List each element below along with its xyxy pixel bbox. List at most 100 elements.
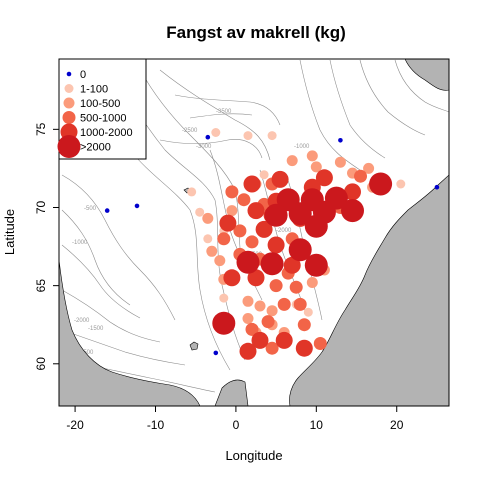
catch-point xyxy=(214,255,226,267)
catch-point xyxy=(104,208,110,213)
x-tick-label: -10 xyxy=(147,418,165,432)
catch-point xyxy=(344,183,361,201)
legend-symbol xyxy=(64,84,74,93)
catch-point xyxy=(369,172,393,196)
catch-point xyxy=(434,184,440,190)
y-tick-label: 60 xyxy=(34,357,48,371)
contour-label: -3500 xyxy=(216,109,232,115)
catch-point xyxy=(242,295,254,307)
contour-label: -1000 xyxy=(72,240,88,246)
iceland-landmass xyxy=(59,259,201,406)
catch-point xyxy=(267,131,277,141)
legend-label: 0 xyxy=(80,69,86,81)
catch-point xyxy=(297,318,311,332)
faroe-landmass xyxy=(189,341,199,351)
catch-point xyxy=(233,224,247,238)
catch-point xyxy=(334,156,346,168)
catch-point xyxy=(269,279,283,293)
contour-label: -2000 xyxy=(276,228,292,234)
catch-point xyxy=(303,307,313,317)
catch-point xyxy=(247,269,265,287)
catch-point xyxy=(239,342,257,360)
catch-point xyxy=(213,350,219,356)
catch-point xyxy=(223,269,241,287)
contour-label: -500 xyxy=(84,206,97,212)
y-tick-label: 65 xyxy=(34,279,48,293)
catch-point xyxy=(237,193,251,207)
legend-symbol xyxy=(62,111,76,124)
catch-point xyxy=(219,293,229,303)
catch-point xyxy=(304,214,328,238)
catch-point xyxy=(286,155,298,167)
catch-point xyxy=(289,280,303,294)
legend-symbol xyxy=(66,71,72,77)
catch-point xyxy=(306,277,318,288)
catch-point xyxy=(226,205,238,217)
catch-point xyxy=(260,252,284,276)
legend-label: 1-100 xyxy=(80,84,108,96)
legend-label: 100-500 xyxy=(80,98,120,110)
svalbard-landmass xyxy=(404,59,449,91)
catch-point xyxy=(259,170,269,180)
catch-point xyxy=(275,331,293,349)
catch-point xyxy=(315,169,333,187)
catch-point xyxy=(363,162,375,174)
catch-point xyxy=(313,337,327,350)
catch-point xyxy=(206,245,218,257)
catch-point xyxy=(261,315,275,329)
x-tick-label: 10 xyxy=(310,418,324,432)
catch-point xyxy=(283,256,301,274)
catch-point xyxy=(245,235,259,249)
catch-point xyxy=(212,311,236,335)
catch-point xyxy=(288,238,312,262)
x-axis: -20 -10 0 10 20 xyxy=(66,405,404,432)
catch-point xyxy=(293,297,307,311)
y-axis-label: Latitude xyxy=(2,209,17,255)
catch-point xyxy=(271,170,289,188)
catch-point xyxy=(306,150,318,162)
legend-label: 1000-2000 xyxy=(80,127,133,139)
catch-point xyxy=(243,175,261,193)
catch-point xyxy=(341,199,364,223)
catch-point xyxy=(134,203,140,209)
catch-point xyxy=(264,203,288,227)
legend-label: 500-1000 xyxy=(80,113,127,125)
x-tick-label: -20 xyxy=(66,418,84,432)
catch-point xyxy=(338,138,343,143)
y-tick-label: 70 xyxy=(34,200,48,214)
chart-title: Fangst av makrell (kg) xyxy=(166,23,346,42)
contour-label: -3000 xyxy=(196,144,212,150)
catch-point xyxy=(205,134,211,140)
scandinavia-landmass xyxy=(289,174,449,406)
x-tick-label: 0 xyxy=(233,418,240,432)
legend: 0 1-100 100-500 500-1000 1000-2000 >2000 xyxy=(57,58,147,160)
catch-point xyxy=(211,128,221,137)
legend-symbol xyxy=(63,97,75,109)
catch-point xyxy=(242,313,254,324)
legend-label: >2000 xyxy=(80,142,111,154)
catch-point xyxy=(219,214,237,232)
catch-point xyxy=(236,250,260,274)
catch-point xyxy=(354,169,367,183)
catch-point xyxy=(225,185,239,199)
catch-point xyxy=(203,234,213,244)
catch-point xyxy=(277,297,291,311)
catch-point xyxy=(396,179,406,189)
plot-area: -3500 -3000 -2500 -1000 -500 -2000 -1500 -2000 -… xyxy=(58,58,450,407)
catch-point xyxy=(195,207,205,217)
catch-point xyxy=(288,202,312,226)
legend-box xyxy=(58,58,147,160)
catch-point xyxy=(295,339,313,357)
catch-point xyxy=(251,331,269,349)
y-tick-label: 75 xyxy=(34,122,48,136)
contour-label: -2500 xyxy=(182,128,198,134)
contour-label: -1500 xyxy=(88,326,104,332)
x-tick-label: 20 xyxy=(390,418,404,432)
catch-point xyxy=(255,220,273,238)
contour-label: -1000 xyxy=(294,144,310,150)
legend-symbol xyxy=(57,135,81,158)
catch-point xyxy=(202,212,214,224)
contour-label: -2000 xyxy=(74,318,90,324)
x-axis-label: Longitude xyxy=(225,448,282,463)
